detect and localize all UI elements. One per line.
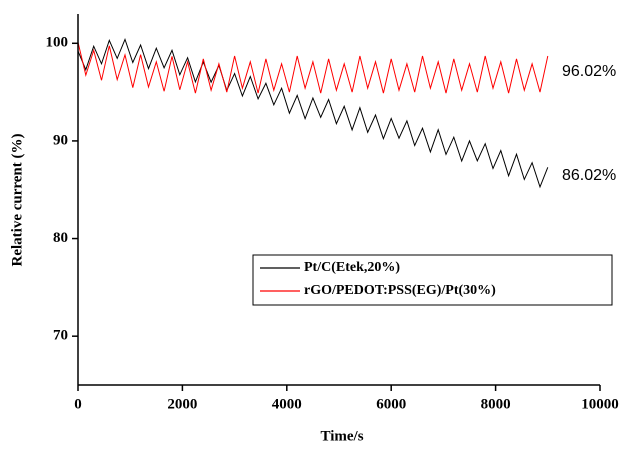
x-axis-label: Time/s xyxy=(320,428,363,444)
y-tick-label: 100 xyxy=(46,35,69,51)
annotation: 86.02% xyxy=(562,167,616,184)
y-tick-label: 70 xyxy=(53,328,68,344)
data-line xyxy=(77,42,549,94)
x-tick-label: 8000 xyxy=(481,396,511,412)
y-tick-label: 90 xyxy=(53,132,68,148)
annotation: 96.02% xyxy=(562,63,616,80)
x-tick-label: 4000 xyxy=(272,396,302,412)
y-axis-label: Relative current (%) xyxy=(9,133,25,266)
y-tick-label: 80 xyxy=(53,230,68,246)
x-tick-label: 2000 xyxy=(167,396,197,412)
x-tick-label: 6000 xyxy=(376,396,406,412)
data-line xyxy=(77,37,549,189)
x-tick-label: 10000 xyxy=(581,396,619,412)
legend-label: Pt/C(Etek,20%) xyxy=(304,260,400,275)
legend-box xyxy=(252,254,613,306)
x-tick-label: 0 xyxy=(74,396,82,412)
legend-label: rGO/PEDOT:PSS(EG)/Pt(30%) xyxy=(304,283,496,298)
